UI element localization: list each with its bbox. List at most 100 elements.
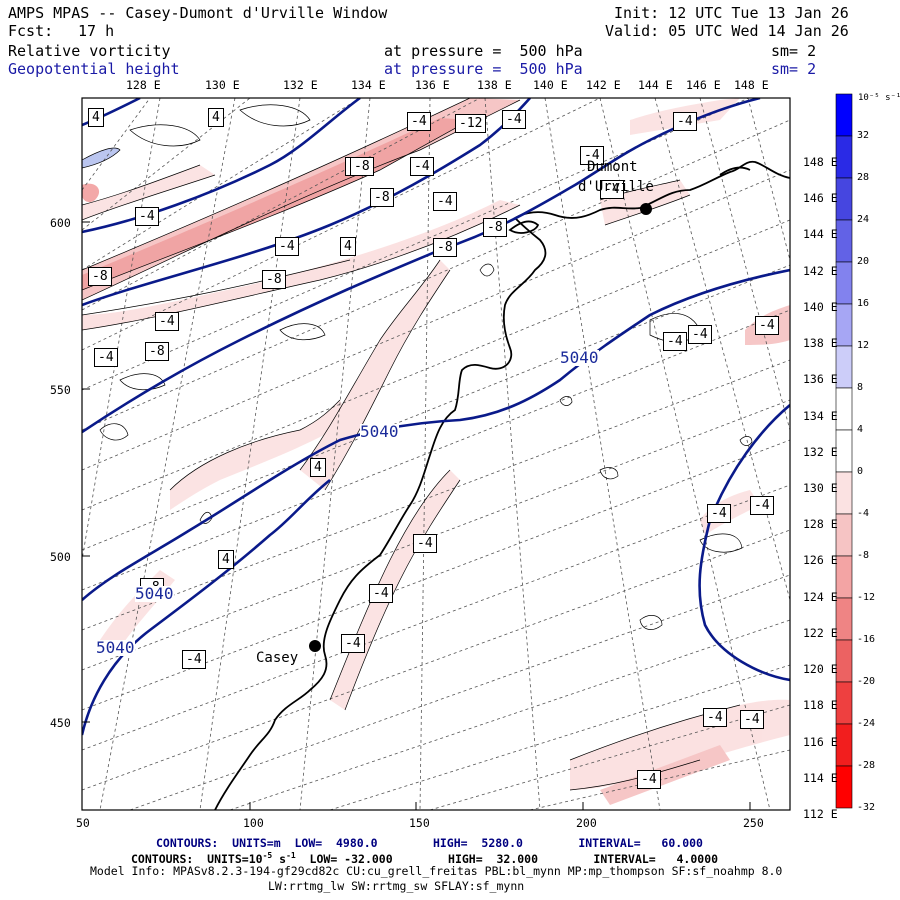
colorbar-unit: 10⁻⁵ s⁻¹ — [858, 93, 900, 103]
contours-line-height: CONTOURS: UNITS=m LOW= 4980.0 HIGH= 5280… — [156, 836, 703, 850]
vorticity-value-label: -8 — [433, 238, 457, 257]
colorbar-label: -16 — [857, 634, 876, 645]
vorticity-value-label: -4 — [369, 584, 393, 603]
y-tick-label: 550 — [50, 383, 71, 397]
colorbar-label: 24 — [857, 214, 870, 225]
init-time: Init: 12 UTC Tue 13 Jan 26 — [614, 4, 849, 22]
axis-ticks — [81, 221, 751, 810]
right-axis-label: 144 E — [803, 227, 838, 242]
vorticity-value-label: -4 — [707, 504, 731, 523]
right-axis-label: 126 E — [803, 553, 838, 568]
vorticity-value-label: -4 — [135, 207, 159, 226]
height-contour-label: 5040 — [135, 584, 174, 603]
contours-unit-s: s — [272, 851, 287, 866]
height-contour-label: 5040 — [560, 348, 599, 367]
field2-level: at pressure = 500 hPa — [384, 60, 583, 78]
colorbar-label: 0 — [857, 466, 864, 477]
colorbar-swatch — [835, 219, 853, 263]
vorticity-value-label: -4 — [94, 348, 118, 367]
longitude-label: 142 E — [586, 78, 621, 92]
right-axis-label: 136 E — [803, 372, 838, 387]
dumont-label: Dumont — [587, 159, 638, 175]
durville-label: d'Urville — [578, 179, 654, 195]
x-tick-label: 250 — [743, 816, 764, 830]
right-axis-label: 116 E — [803, 734, 838, 749]
colorbar-swatch — [835, 177, 853, 221]
longitude-label: 144 E — [638, 78, 673, 92]
colorbar-swatch — [835, 429, 853, 473]
right-axis-label: 142 E — [803, 263, 838, 278]
x-tick-label: 150 — [409, 816, 430, 830]
longitude-label: 128 E — [126, 78, 161, 92]
vorticity-value-label: -4 — [410, 157, 434, 176]
contours-unit-exp2: -1 — [286, 851, 296, 860]
colorbar-swatch — [835, 93, 853, 137]
longitude-label: 138 E — [477, 78, 512, 92]
height-contours — [82, 98, 790, 736]
right-axis-label: 124 E — [803, 589, 838, 604]
right-axis-label: 114 E — [803, 770, 838, 785]
vorticity-value-label: 4 — [340, 237, 356, 256]
valid-time: Valid: 05 UTC Wed 14 Jan 26 — [605, 22, 849, 40]
vorticity-value-label: -4 — [673, 112, 697, 131]
field1-name: Relative vorticity — [8, 42, 171, 60]
height-contour-label: 5040 — [360, 422, 399, 441]
right-axis-label: 128 E — [803, 517, 838, 532]
colorbar-swatch — [835, 597, 853, 641]
colorbar-label: -32 — [857, 802, 876, 813]
vorticity-value-label: -4 — [740, 710, 764, 729]
colorbar-swatch — [835, 471, 853, 515]
fcst-value: 17 h — [78, 22, 115, 40]
vorticity-value-label: -4 — [413, 534, 437, 553]
y-tick-label: 500 — [50, 550, 71, 564]
vorticity-value-label: -4 — [750, 496, 774, 515]
field1-level: at pressure = 500 hPa — [384, 42, 583, 60]
vorticity-value-label: 4 — [208, 108, 224, 127]
vorticity-value-label: -4 — [688, 325, 712, 344]
contours-line-vorticity: CONTOURS: UNITS=10-5 s-1 LOW= -32.000 HI… — [131, 852, 718, 865]
colorbar-label: 12 — [857, 340, 870, 351]
colorbar-label: 4 — [857, 424, 864, 435]
longitude-label: 136 E — [415, 78, 450, 92]
longitude-label: 130 E — [205, 78, 240, 92]
vorticity-value-label: -4 — [155, 312, 179, 331]
plot-frame — [81, 97, 791, 811]
height-contour-label: 5040 — [96, 638, 135, 657]
colorbar-label: -12 — [857, 592, 876, 603]
colorbar-label: -24 — [857, 718, 876, 729]
vorticity-value-label: -4 — [407, 112, 431, 131]
longitude-label: 132 E — [283, 78, 318, 92]
vorticity-value-label: -4 — [600, 180, 624, 199]
vorticity-value-label: 4 — [88, 108, 104, 127]
colorbar-swatch — [835, 555, 853, 599]
vorticity-value-label: -4 — [502, 110, 526, 129]
vorticity-value-label: -8 — [483, 218, 507, 237]
colorbar-label: 16 — [857, 298, 870, 309]
field2-smoothing: sm= 2 — [771, 60, 817, 78]
y-tick-label: 600 — [50, 216, 71, 230]
x-tick-label: 100 — [243, 816, 264, 830]
right-axis-label: 134 E — [803, 408, 838, 423]
right-axis-label: 146 E — [803, 191, 838, 206]
longitude-label: 134 E — [351, 78, 386, 92]
right-axis-label: 118 E — [803, 698, 838, 713]
colorbar-label: 8 — [857, 382, 864, 393]
right-axis-label: 120 E — [803, 662, 838, 677]
contours-units: CONTOURS: UNITS=10 — [131, 851, 263, 866]
colorbar-swatch — [835, 387, 853, 431]
right-axis-label: 148 E — [803, 155, 838, 169]
vorticity-value-label: -4 — [663, 332, 687, 351]
right-axis-label: 122 E — [803, 625, 838, 640]
contours-range: LOW= -32.000 HIGH= 32.000 INTERVAL= 4.00… — [295, 851, 719, 866]
vorticity-value-label: -12 — [455, 114, 487, 133]
vorticity-value-label: -4 — [637, 770, 661, 789]
map-title: AMPS MPAS -- Casey-Dumont d'Urville Wind… — [8, 4, 388, 22]
colorbar-label: -8 — [857, 550, 870, 561]
colorbar-swatch — [835, 639, 853, 683]
longitude-label: 140 E — [533, 78, 568, 92]
colorbar-label: -28 — [857, 760, 876, 771]
right-axis-label: 138 E — [803, 336, 838, 351]
colorbar-label: -4 — [857, 508, 870, 519]
colorbar-swatch — [835, 303, 853, 347]
